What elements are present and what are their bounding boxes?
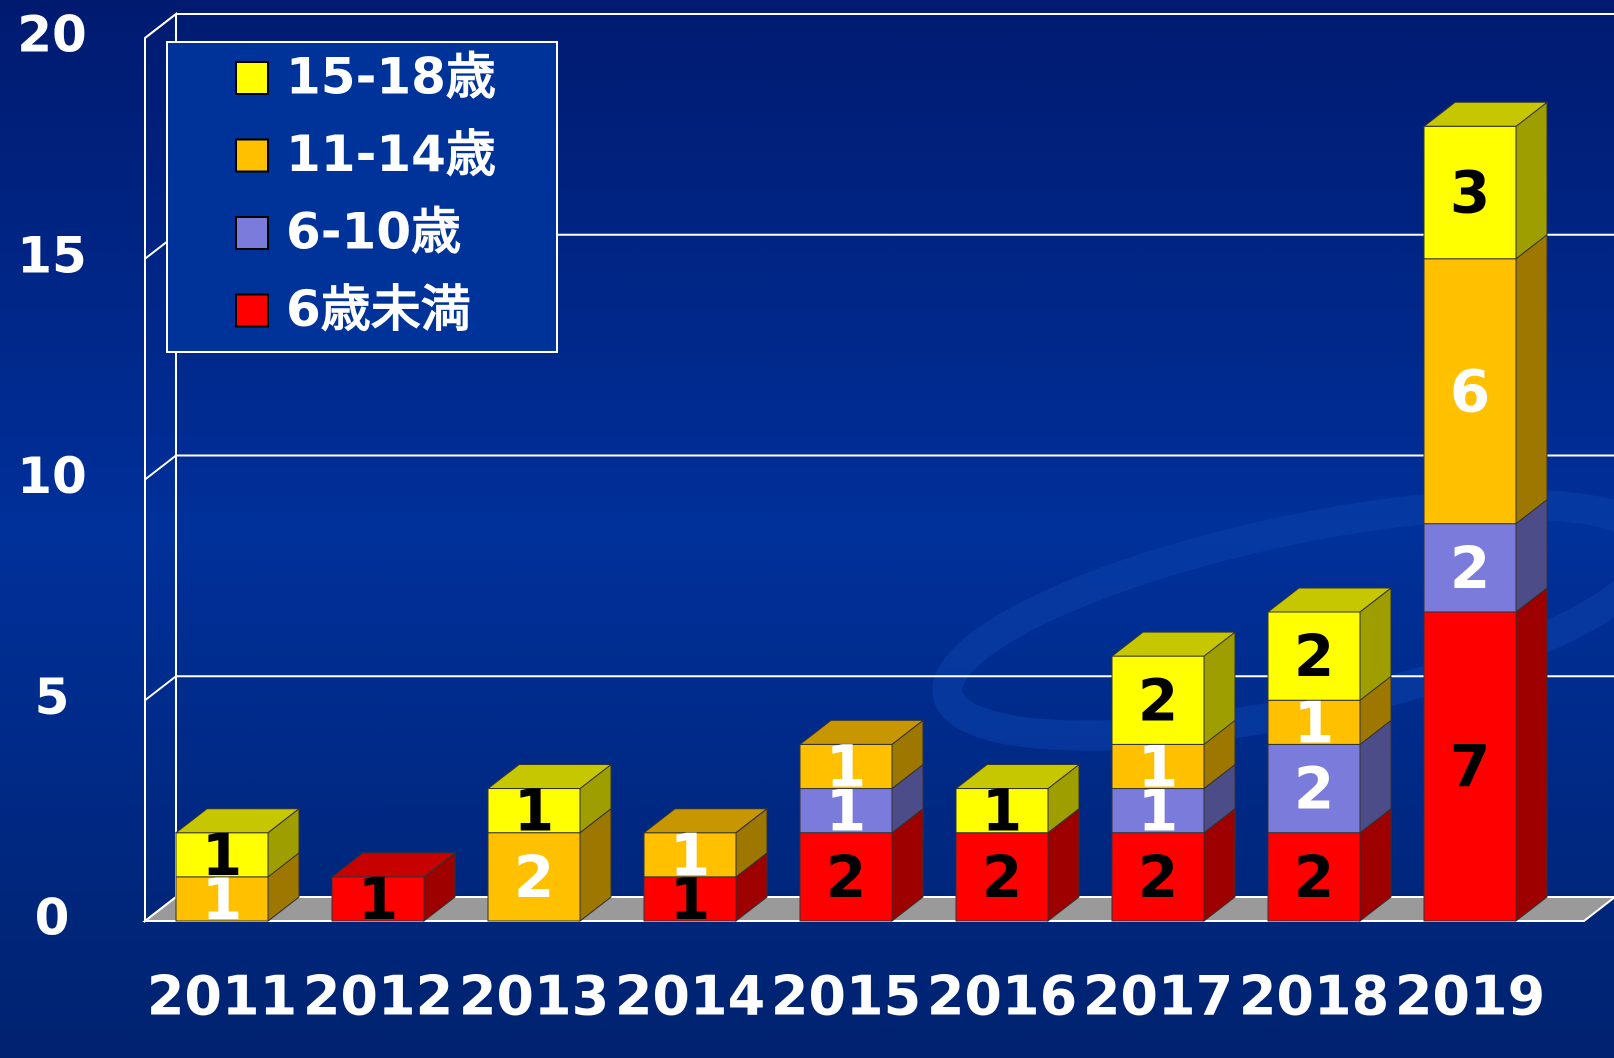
y-tick-label: 0	[35, 889, 70, 947]
data-label: 1	[514, 777, 554, 845]
bar	[1111, 743, 1205, 790]
legend-label: 11-14歳	[286, 125, 496, 183]
x-tick-label: 2018	[1239, 965, 1389, 1028]
bar	[1111, 788, 1205, 834]
bar	[1267, 743, 1361, 834]
data-label: 1	[202, 821, 242, 889]
bar	[1423, 125, 1517, 260]
legend-swatch	[235, 216, 269, 250]
legend-label: 6-10歳	[286, 203, 461, 261]
data-label: 2	[514, 843, 554, 911]
bar	[487, 788, 581, 834]
tick-mark	[144, 896, 177, 922]
data-label: 2	[1294, 755, 1334, 823]
y-tick-label: 10	[17, 447, 87, 505]
legend-swatch	[235, 138, 269, 173]
bar	[331, 876, 425, 922]
data-label: 2	[982, 843, 1022, 911]
x-tick-label: 2016	[927, 965, 1077, 1028]
bar-top	[954, 764, 1081, 790]
data-label: 6	[1450, 357, 1490, 425]
data-label: 1	[982, 777, 1022, 845]
legend-label: 15-18歳	[286, 48, 496, 106]
x-tick-label: 2019	[1395, 965, 1545, 1028]
bar-side	[1515, 233, 1548, 525]
bar	[1111, 655, 1205, 745]
bar-side	[423, 852, 456, 878]
bar	[643, 832, 737, 878]
bar	[955, 788, 1049, 834]
x-tick-label: 2011	[147, 965, 297, 1028]
y-tick-label: 5	[35, 668, 70, 726]
data-label: 2	[1138, 666, 1178, 734]
bar	[955, 832, 1049, 922]
data-label: 1	[670, 821, 710, 889]
data-label: 3	[1450, 159, 1490, 227]
bar-side	[735, 808, 768, 834]
data-label: 2	[1294, 843, 1334, 911]
data-label: 7	[1450, 733, 1490, 801]
legend-swatch	[235, 61, 269, 95]
bar-top	[1266, 587, 1393, 613]
bar	[487, 832, 581, 922]
bar	[1267, 611, 1361, 701]
y-tick-label: 20	[17, 6, 87, 64]
bar-top	[1110, 631, 1237, 657]
bar	[799, 788, 893, 834]
tick-mark	[144, 13, 177, 39]
legend-box	[166, 41, 558, 353]
data-label: 2	[1294, 622, 1334, 690]
tick-mark	[144, 454, 177, 481]
x-tick-label: 2015	[771, 965, 921, 1028]
y-tick-label: 15	[17, 226, 87, 284]
data-label: 1	[826, 733, 866, 801]
data-label: 1	[358, 865, 398, 933]
bar	[799, 743, 893, 790]
bar-top	[1422, 101, 1549, 127]
bar	[1267, 832, 1361, 922]
bar-side	[891, 720, 924, 745]
x-tick-label: 2017	[1083, 965, 1233, 1028]
data-label: 2	[826, 843, 866, 911]
x-tick-label: 2012	[303, 965, 453, 1028]
bar	[1423, 611, 1517, 922]
data-label: 2	[1138, 843, 1178, 911]
bar-top	[486, 764, 613, 790]
bar-side	[1515, 101, 1548, 260]
x-tick-label: 2013	[459, 965, 609, 1028]
legend-label: 6歳未満	[286, 280, 471, 338]
tick-mark	[144, 675, 177, 702]
bar	[1423, 523, 1517, 613]
legend-swatch	[235, 293, 269, 328]
x-tick-label: 2014	[615, 965, 765, 1028]
bar	[175, 876, 269, 922]
bar-top	[174, 808, 301, 834]
data-label: 2	[1450, 534, 1490, 602]
bar-side	[1515, 586, 1548, 923]
